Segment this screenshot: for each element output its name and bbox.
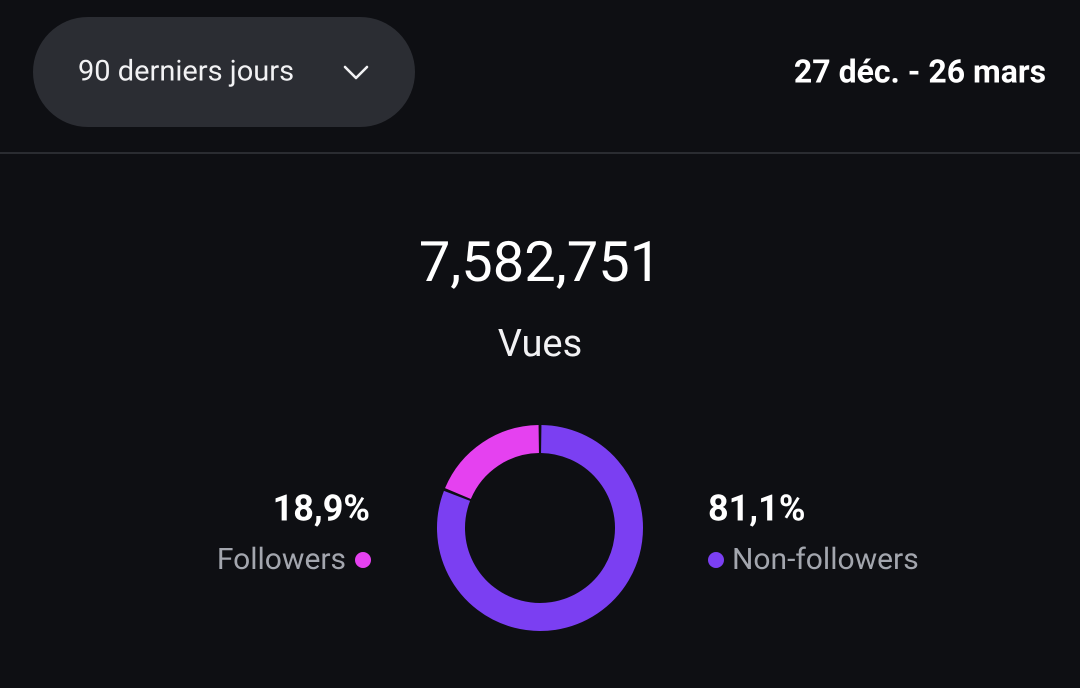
value-label: 81,1% xyxy=(708,488,805,530)
total-views: 7,582,751 xyxy=(419,229,661,295)
legend-dot xyxy=(355,552,371,568)
legend-label: Non-followers xyxy=(732,542,919,577)
total-label: Vues xyxy=(498,322,582,366)
dropdown-label[interactable]: 90 derniers jours xyxy=(78,55,294,89)
donut xyxy=(437,425,643,631)
date-range: 27 déc. - 26 mars xyxy=(794,52,1046,90)
period-dropdown[interactable]: 90 derniers jours xyxy=(33,17,415,127)
value-label: 18,9% xyxy=(273,488,370,530)
dropdown-pill[interactable] xyxy=(33,17,415,127)
donut-segment xyxy=(445,425,540,500)
chevron-icon[interactable] xyxy=(343,65,369,80)
donut-segment xyxy=(437,425,643,631)
legend-dot xyxy=(708,552,724,568)
legend-label: Followers xyxy=(217,542,346,577)
